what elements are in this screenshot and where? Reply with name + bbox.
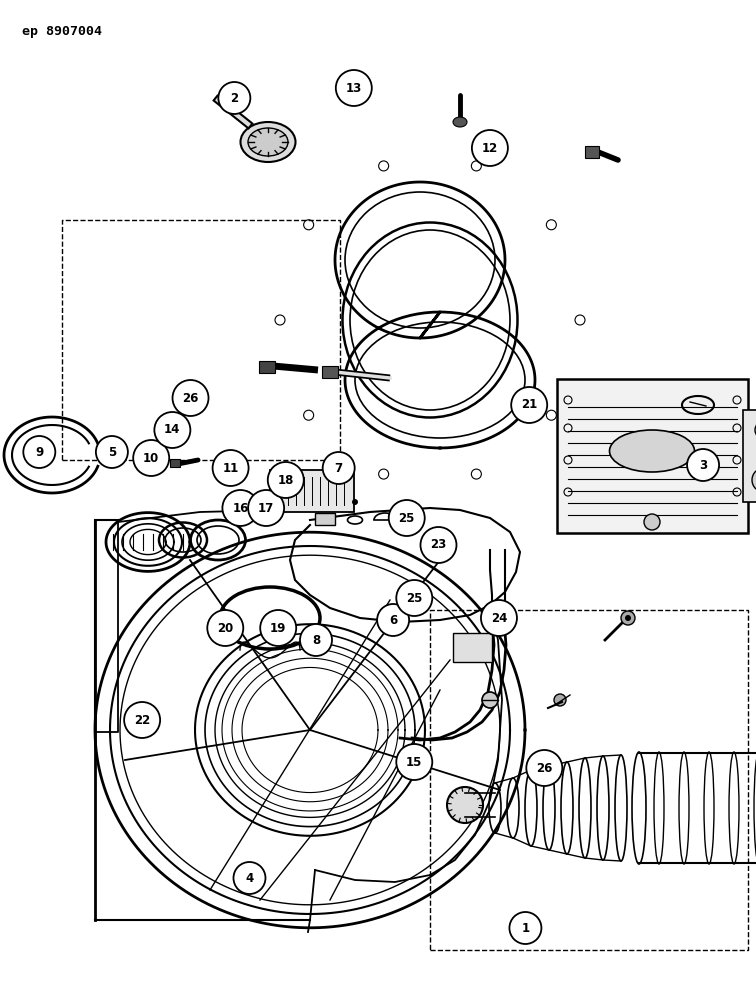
Circle shape [554, 694, 566, 706]
Text: 16: 16 [232, 502, 249, 514]
Text: 25: 25 [406, 591, 423, 604]
Circle shape [222, 490, 259, 526]
Circle shape [240, 491, 252, 503]
Circle shape [124, 702, 160, 738]
Circle shape [323, 452, 355, 484]
FancyBboxPatch shape [743, 410, 756, 502]
Text: ep 8907004: ep 8907004 [22, 25, 102, 38]
Circle shape [207, 610, 243, 646]
FancyBboxPatch shape [557, 379, 748, 533]
Text: 2: 2 [231, 92, 238, 104]
Text: 5: 5 [108, 446, 116, 458]
FancyBboxPatch shape [315, 513, 335, 525]
FancyBboxPatch shape [322, 366, 338, 378]
Circle shape [644, 514, 660, 530]
Circle shape [621, 611, 635, 625]
Text: 15: 15 [406, 756, 423, 768]
Circle shape [336, 70, 372, 106]
Text: 9: 9 [36, 446, 43, 458]
Circle shape [396, 744, 432, 780]
Text: 10: 10 [143, 452, 160, 464]
Text: 4: 4 [246, 871, 253, 884]
Circle shape [482, 692, 498, 708]
FancyBboxPatch shape [170, 459, 180, 467]
FancyBboxPatch shape [585, 146, 599, 158]
Circle shape [23, 436, 55, 468]
Circle shape [510, 912, 541, 944]
Text: 20: 20 [217, 621, 234, 635]
Circle shape [511, 387, 547, 423]
Circle shape [481, 600, 517, 636]
Circle shape [352, 499, 358, 505]
Circle shape [526, 750, 562, 786]
Circle shape [447, 787, 483, 823]
Text: 26: 26 [182, 391, 199, 404]
Circle shape [172, 380, 209, 416]
Ellipse shape [240, 122, 296, 162]
Circle shape [396, 580, 432, 616]
Ellipse shape [609, 430, 695, 472]
Ellipse shape [453, 117, 467, 127]
Circle shape [248, 490, 284, 526]
Text: 1: 1 [522, 922, 529, 934]
Text: 17: 17 [258, 502, 274, 514]
Text: 23: 23 [430, 538, 447, 552]
Circle shape [212, 450, 249, 486]
Circle shape [154, 412, 191, 448]
Circle shape [755, 421, 756, 439]
Text: 6: 6 [389, 613, 397, 626]
Circle shape [420, 527, 457, 563]
Text: 7: 7 [335, 462, 342, 475]
FancyBboxPatch shape [270, 470, 354, 512]
Text: 8: 8 [312, 634, 320, 647]
Circle shape [268, 462, 304, 498]
Circle shape [133, 440, 169, 476]
Circle shape [260, 610, 296, 646]
Circle shape [472, 130, 508, 166]
Circle shape [218, 82, 250, 114]
Circle shape [687, 449, 719, 481]
Text: 12: 12 [482, 141, 498, 154]
Circle shape [234, 862, 265, 894]
Circle shape [389, 500, 425, 536]
Circle shape [625, 615, 631, 621]
Circle shape [96, 436, 128, 468]
FancyBboxPatch shape [259, 361, 275, 373]
Text: 13: 13 [345, 82, 362, 95]
Text: 25: 25 [398, 512, 415, 524]
Circle shape [300, 624, 332, 656]
FancyBboxPatch shape [453, 633, 492, 662]
Circle shape [377, 604, 409, 636]
Circle shape [752, 468, 756, 492]
Text: 18: 18 [277, 474, 294, 487]
Text: 21: 21 [521, 398, 538, 412]
Ellipse shape [248, 128, 288, 156]
Text: 22: 22 [134, 714, 150, 726]
Text: 14: 14 [164, 423, 181, 436]
Text: 26: 26 [536, 762, 553, 774]
Text: 19: 19 [270, 621, 287, 635]
Text: 24: 24 [491, 611, 507, 624]
Text: 3: 3 [699, 459, 707, 472]
Text: 11: 11 [222, 462, 239, 475]
